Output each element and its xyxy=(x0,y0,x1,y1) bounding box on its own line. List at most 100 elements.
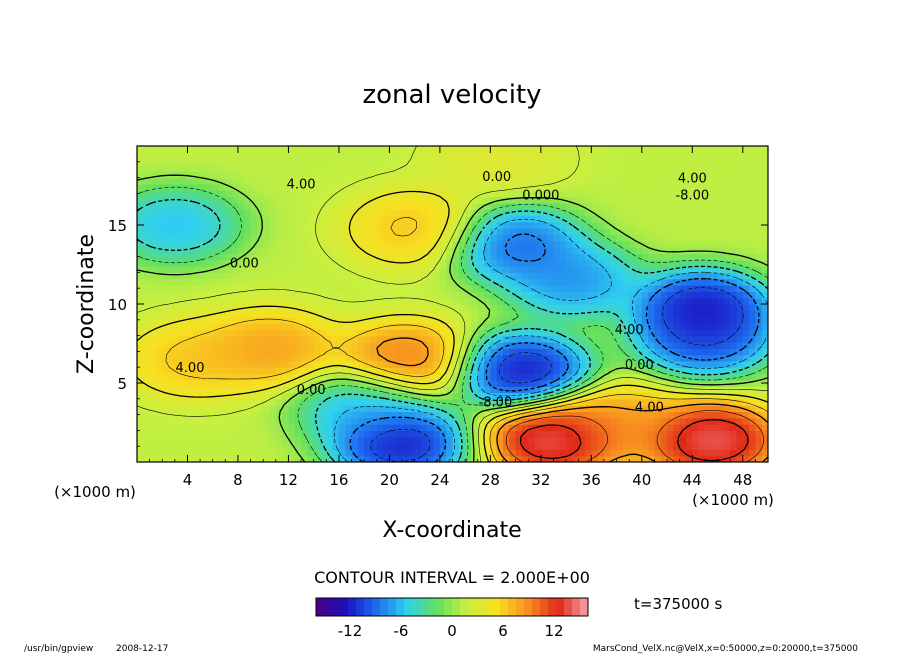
field-cell xyxy=(616,202,624,210)
field-cell xyxy=(509,455,517,462)
field-cell xyxy=(383,455,390,462)
field-cell xyxy=(553,436,561,444)
field-cell xyxy=(667,291,674,299)
field-cell xyxy=(465,171,473,179)
field-cell xyxy=(250,405,258,413)
field-cell xyxy=(149,455,157,462)
field-cell xyxy=(547,152,555,160)
field-cell xyxy=(496,424,504,431)
field-cell xyxy=(275,297,283,305)
field-cell xyxy=(206,158,214,166)
field-cell xyxy=(660,196,668,204)
field-cell xyxy=(755,253,763,261)
field-cell xyxy=(547,171,555,179)
field-cell xyxy=(603,379,611,387)
field-cell xyxy=(629,272,637,280)
field-cell xyxy=(528,196,536,204)
field-cell xyxy=(667,449,674,457)
field-cell xyxy=(698,158,706,166)
field-cell xyxy=(395,424,403,431)
field-cell xyxy=(471,335,479,343)
field-cell xyxy=(723,158,731,166)
field-cell xyxy=(477,455,485,462)
field-cell xyxy=(566,228,573,236)
field-cell xyxy=(622,360,630,368)
field-cell xyxy=(137,373,144,381)
field-cell xyxy=(370,221,378,229)
field-cell xyxy=(319,392,327,400)
field-cell xyxy=(395,449,403,457)
field-cell xyxy=(742,424,750,431)
field-cell xyxy=(641,310,649,318)
field-cell xyxy=(137,341,144,349)
field-cell xyxy=(187,304,195,311)
field-cell xyxy=(629,379,637,387)
field-cell xyxy=(629,228,637,236)
field-cell xyxy=(244,373,252,381)
field-cell xyxy=(439,310,447,318)
field-cell xyxy=(187,209,195,217)
field-cell xyxy=(610,424,618,431)
field-cell xyxy=(572,164,580,172)
field-cell xyxy=(439,386,447,394)
field-cell xyxy=(313,240,321,248)
field-cell xyxy=(326,259,334,267)
field-cell xyxy=(711,259,719,267)
field-cell xyxy=(162,379,170,387)
field-cell xyxy=(572,247,580,255)
field-cell xyxy=(307,266,315,273)
field-cell xyxy=(206,272,214,280)
field-cell xyxy=(496,146,504,153)
field-cell xyxy=(597,424,605,431)
field-cell xyxy=(528,266,536,273)
field-cell xyxy=(319,215,327,223)
field-cell xyxy=(616,449,624,457)
field-cell xyxy=(155,354,163,362)
field-cell xyxy=(515,202,523,210)
field-cell xyxy=(736,158,744,166)
field-cell xyxy=(345,455,353,462)
field-cell xyxy=(698,335,706,343)
field-cell xyxy=(654,335,662,343)
field-cell xyxy=(269,177,277,185)
field-cell xyxy=(730,329,738,337)
field-cell xyxy=(692,215,700,223)
field-cell xyxy=(521,202,529,210)
field-cell xyxy=(648,417,656,425)
field-cell xyxy=(364,373,372,381)
field-cell xyxy=(143,272,151,280)
field-cell xyxy=(200,348,208,356)
field-cell xyxy=(496,177,504,185)
field-cell xyxy=(736,297,744,305)
field-cell xyxy=(219,341,226,349)
field-cell xyxy=(534,247,542,255)
field-cell xyxy=(326,322,334,330)
field-cell xyxy=(610,259,618,267)
field-cell xyxy=(187,316,195,324)
field-cell xyxy=(679,285,687,292)
field-cell xyxy=(389,146,397,153)
field-cell xyxy=(402,455,409,462)
field-cell xyxy=(345,247,353,255)
field-cell xyxy=(496,316,504,324)
field-cell xyxy=(629,291,637,299)
field-cell xyxy=(446,329,454,337)
field-cell xyxy=(591,430,599,438)
field-cell xyxy=(319,310,327,318)
field-cell xyxy=(420,259,428,267)
field-cell xyxy=(402,171,409,179)
field-cell xyxy=(749,436,756,444)
field-cell xyxy=(471,398,479,406)
field-cell xyxy=(319,360,327,368)
field-cell xyxy=(193,177,201,185)
field-cell xyxy=(206,152,214,160)
field-cell xyxy=(654,304,662,311)
field-cell xyxy=(244,259,252,267)
field-cell xyxy=(509,202,517,210)
field-cell xyxy=(137,240,144,248)
field-cell xyxy=(155,322,163,330)
field-cell xyxy=(477,304,485,311)
field-cell xyxy=(717,379,725,387)
field-cell xyxy=(629,329,637,337)
field-cell xyxy=(263,146,271,153)
